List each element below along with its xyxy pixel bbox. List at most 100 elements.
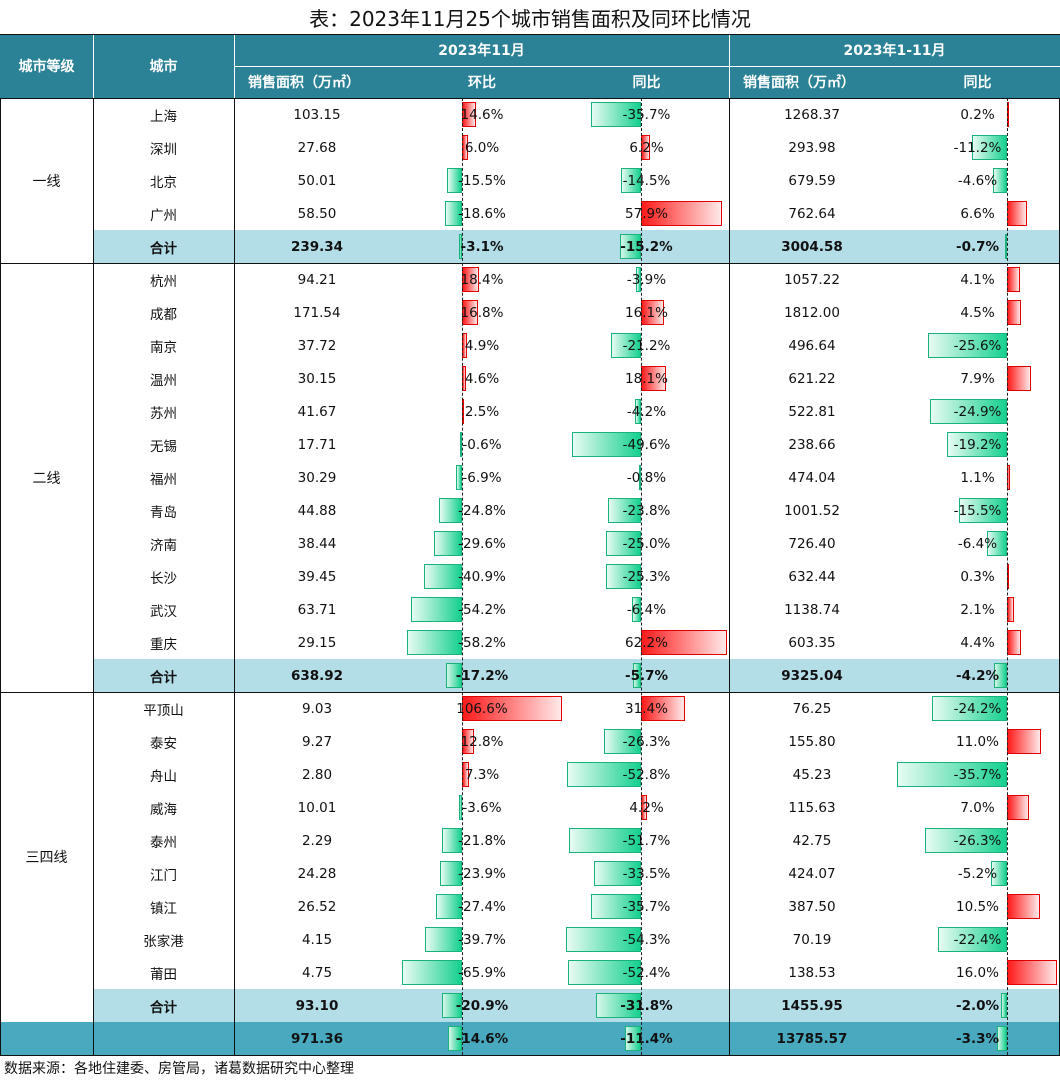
ytd-yoy-bar: [958, 498, 1007, 523]
yoy-value: -21.2%: [622, 337, 671, 354]
ytd-yoy-value: -11.2%: [953, 139, 1002, 156]
ytd-area-cell: 621.22: [788, 370, 836, 387]
yoy-bar: [571, 432, 641, 457]
yoy-bar: [567, 960, 641, 985]
city-cell: 镇江: [150, 900, 177, 917]
mom-value: -65.9%: [458, 964, 506, 981]
mom-value: 2.5%: [464, 403, 500, 420]
header-group-ytd: 2023年1-11月: [729, 34, 1060, 66]
header-tier: 城市等级: [0, 34, 93, 98]
ytd-yoy-value: -4.2%: [955, 667, 1000, 684]
mom-value: 16.8%: [460, 304, 504, 321]
ytd-area-cell: 1812.00: [784, 304, 840, 321]
ytd-yoy-value: -35.7%: [953, 766, 1002, 783]
ytd-area-cell: 155.80: [788, 733, 836, 750]
header-divider: [0, 98, 1060, 99]
yoy-bar: [641, 201, 723, 226]
mom-value: 14.6%: [460, 106, 504, 123]
mom-bar: [459, 234, 462, 259]
yoy-bar: [632, 597, 641, 622]
area-cell: 171.54: [293, 304, 341, 321]
tier-label: 三四线: [25, 850, 68, 866]
yoy-value: -35.7%: [622, 106, 671, 123]
header-group-nov: 2023年11月: [234, 34, 729, 66]
area-cell: 26.52: [297, 898, 337, 915]
city-cell: 温州: [150, 372, 177, 389]
ytd-yoy-value: -22.4%: [953, 931, 1002, 948]
mom-bar: [434, 531, 462, 556]
ytd-yoy-value: 16.0%: [956, 964, 999, 981]
mom-bar: [438, 498, 462, 523]
ytd-area-cell: 3004.58: [781, 238, 843, 255]
mom-value: 6.0%: [464, 139, 500, 156]
mom-bar: [424, 927, 462, 952]
ytd-area-cell: 424.07: [788, 865, 836, 882]
ytd-yoy-value: -15.5%: [953, 502, 1002, 519]
subtotal-row-bg: [93, 230, 1060, 263]
yoy-value: 4.2%: [629, 799, 664, 816]
yoy-bar: [619, 234, 641, 259]
mom-bar: [447, 168, 462, 193]
yoy-value: 31.4%: [625, 700, 668, 717]
ytd-yoy-bar: [927, 333, 1007, 358]
area-cell: 4.75: [301, 964, 333, 981]
ytd-area-cell: 138.53: [788, 964, 836, 981]
header-mom: 环比: [400, 66, 564, 98]
yoy-bar: [596, 993, 641, 1018]
yoy-value: 57.9%: [625, 205, 668, 222]
ytd-yoy-bar: [931, 696, 1007, 721]
yoy-bar: [607, 498, 641, 523]
area-cell: 38.44: [297, 535, 337, 552]
ytd-area-cell: 293.98: [788, 139, 836, 156]
mom-bar: [458, 795, 462, 820]
mom-value: -29.6%: [458, 535, 506, 552]
header-yoy: 同比: [564, 66, 729, 98]
ytd-yoy-bar: [1007, 729, 1042, 754]
ytd-area-cell: 603.35: [788, 634, 836, 651]
mom-bar: [442, 993, 462, 1018]
city-cell: 重庆: [150, 636, 177, 653]
ytd-area-cell: 76.25: [792, 700, 832, 717]
ytd-yoy-value: 4.1%: [960, 271, 995, 288]
city-cell: 泰安: [150, 735, 177, 752]
area-cell: 58.50: [297, 205, 337, 222]
area-cell: 971.36: [290, 1030, 344, 1047]
city-cell: 武汉: [150, 603, 177, 620]
ytd-yoy-value: -5.2%: [957, 865, 998, 882]
yoy-bar: [620, 168, 641, 193]
ytd-area-cell: 70.19: [792, 931, 832, 948]
ytd-yoy-value: 1.1%: [960, 469, 995, 486]
yoy-value: -33.5%: [622, 865, 671, 882]
yoy-value: -54.3%: [622, 931, 671, 948]
ytd-yoy-bar: [987, 531, 1007, 556]
area-cell: 27.68: [297, 139, 337, 156]
yoy-value: -25.0%: [622, 535, 671, 552]
yoy-value: -11.4%: [620, 1030, 673, 1047]
mom-value: -15.5%: [458, 172, 506, 189]
yoy-value: -49.6%: [622, 436, 671, 453]
ytd-area-cell: 1138.74: [784, 601, 840, 618]
ytd-yoy-bar: [947, 432, 1007, 457]
city-cell: 青岛: [150, 504, 177, 521]
yoy-value: -52.8%: [622, 766, 671, 783]
yoy-value: -23.8%: [622, 502, 671, 519]
area-cell: 94.21: [297, 271, 337, 288]
ytd-yoy-value: -4.6%: [957, 172, 998, 189]
mom-bar: [439, 861, 462, 886]
mom-bar: [441, 828, 462, 853]
city-cell: 合计: [150, 669, 177, 686]
area-cell: 30.15: [297, 370, 337, 387]
ytd-area-cell: 632.44: [788, 568, 836, 585]
city-cell: 广州: [150, 207, 177, 224]
mom-value: 106.6%: [456, 700, 508, 717]
area-cell: 63.71: [297, 601, 337, 618]
yoy-value: -3.9%: [626, 271, 667, 288]
column-divider: [729, 98, 730, 1055]
source-note: 数据来源：各地住建委、房管局，诸葛数据研究中心整理: [4, 1061, 354, 1077]
mom-value: -20.9%: [455, 997, 509, 1014]
mom-bar: [448, 1026, 462, 1051]
yoy-value: -26.3%: [622, 733, 671, 750]
column-divider: [234, 98, 235, 1055]
city-cell: 合计: [150, 999, 177, 1016]
area-cell: 9.27: [301, 733, 333, 750]
